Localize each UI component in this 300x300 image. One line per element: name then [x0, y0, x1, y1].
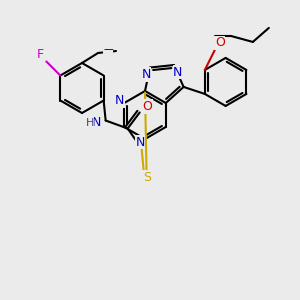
Text: N: N: [92, 116, 101, 129]
Text: N: N: [115, 94, 124, 107]
Text: S: S: [143, 171, 151, 184]
Text: O: O: [215, 36, 225, 50]
Text: —: —: [103, 44, 113, 54]
Text: N: N: [173, 65, 182, 79]
Text: H: H: [85, 118, 94, 128]
Text: O: O: [143, 100, 153, 113]
Text: F: F: [37, 48, 44, 61]
Text: N: N: [135, 136, 145, 148]
Text: N: N: [141, 68, 151, 81]
